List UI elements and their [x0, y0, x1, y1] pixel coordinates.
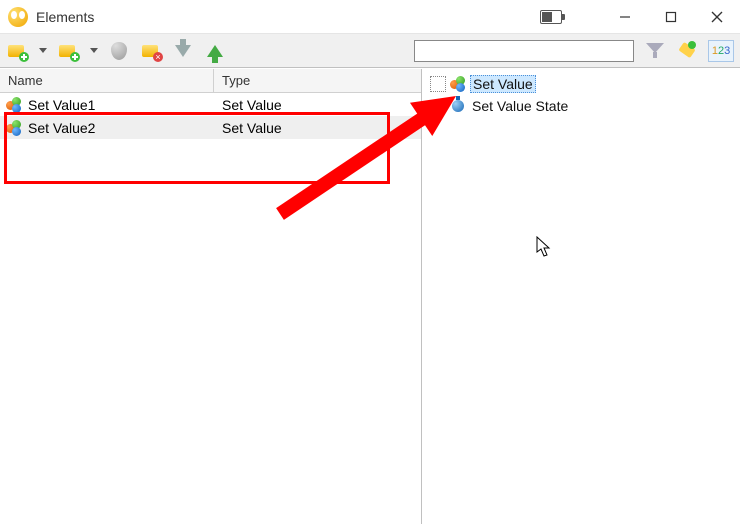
row-type: Set Value	[214, 120, 421, 136]
maximize-button[interactable]	[648, 0, 694, 34]
new-folder-button[interactable]	[6, 40, 28, 62]
tree-expand-box[interactable]	[430, 76, 446, 92]
main-area: Name Type Set Value1 Set Value Set Value…	[0, 68, 740, 524]
tree-item-label: Set Value	[470, 75, 536, 93]
filter-button[interactable]	[644, 40, 666, 62]
dropdown-icon[interactable]	[39, 48, 47, 53]
window: Elements ×	[0, 0, 740, 524]
app-icon	[8, 7, 28, 27]
shield-button[interactable]	[108, 40, 130, 62]
left-panel: Name Type Set Value1 Set Value Set Value…	[0, 69, 422, 524]
col-name-header[interactable]: Name	[0, 69, 214, 92]
numbers-toggle[interactable]: 123	[708, 40, 734, 62]
folder-plus-icon	[8, 43, 26, 59]
move-down-button[interactable]	[172, 40, 194, 62]
right-panel: Set Value Set Value State	[422, 69, 740, 524]
titlebar: Elements	[0, 0, 740, 34]
col-type-header[interactable]: Type	[214, 69, 421, 92]
tree-item-set-value-state[interactable]: Set Value State	[428, 95, 734, 117]
window-controls	[602, 0, 740, 34]
battery-icon	[540, 10, 562, 24]
folder-plus-icon	[59, 43, 77, 59]
ball-icon	[6, 97, 22, 113]
minimize-button[interactable]	[602, 0, 648, 34]
tree-item-set-value[interactable]: Set Value	[428, 73, 734, 95]
ball-icon	[450, 76, 466, 92]
shield-icon	[111, 42, 127, 60]
gear-icon	[450, 98, 466, 114]
move-up-button[interactable]	[204, 40, 226, 62]
dropdown-icon[interactable]	[90, 48, 98, 53]
delete-folder-button[interactable]: ×	[140, 40, 162, 62]
window-title: Elements	[36, 9, 540, 25]
table-rows: Set Value1 Set Value Set Value2 Set Valu…	[0, 93, 421, 524]
tag-icon	[678, 43, 696, 59]
close-button[interactable]	[694, 0, 740, 34]
search-input[interactable]	[414, 40, 634, 62]
tag-button[interactable]	[676, 40, 698, 62]
add-item-button[interactable]	[57, 40, 79, 62]
folder-delete-icon: ×	[142, 43, 160, 59]
arrow-up-icon	[207, 45, 223, 57]
toolbar: × 123	[0, 34, 740, 68]
arrow-down-icon	[175, 45, 191, 57]
filter-icon	[646, 43, 664, 59]
ball-icon	[6, 120, 22, 136]
row-type: Set Value	[214, 97, 421, 113]
tree-item-label: Set Value State	[470, 98, 570, 114]
row-name: Set Value2	[28, 120, 95, 136]
column-headers: Name Type	[0, 69, 421, 93]
table-row[interactable]: Set Value1 Set Value	[0, 93, 421, 116]
table-row[interactable]: Set Value2 Set Value	[0, 116, 421, 139]
row-name: Set Value1	[28, 97, 95, 113]
